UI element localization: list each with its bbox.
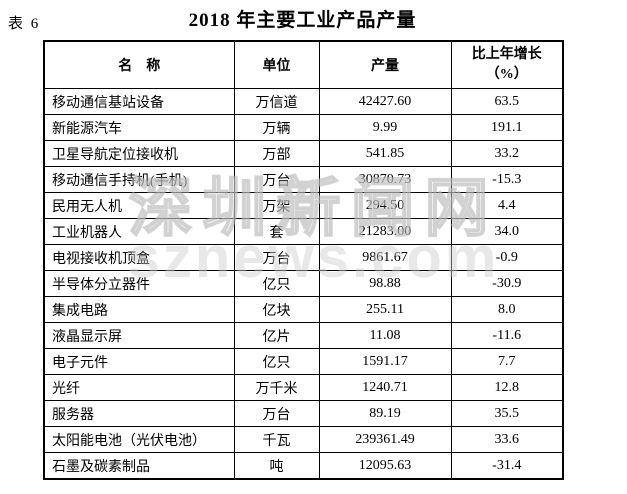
product-name-cell: 移动通信手持机(手机) <box>43 166 235 193</box>
unit-cell: 万辆 <box>233 114 320 141</box>
products-table: 名 称 单位 产量 比上年增长 （%） 移动通信基站设备 万信道 42427.60 6… <box>43 40 564 480</box>
product-name-cell: 民用无人机 <box>43 192 235 219</box>
growth-cell: 33.6 <box>450 426 564 453</box>
product-name-cell: 液晶显示屏 <box>43 322 235 349</box>
output-cell: 294.50 <box>318 192 452 219</box>
output-cell: 42427.60 <box>318 88 452 115</box>
growth-cell: -11.6 <box>450 322 564 349</box>
table-row: 服务器 万台 89.19 35.5 <box>43 400 564 427</box>
page-title: 2018 年主要工业产品产量 <box>188 10 417 31</box>
output-cell: 30870.73 <box>318 166 452 193</box>
growth-cell: -15.3 <box>450 166 564 193</box>
table-label: 表 6 <box>8 16 41 32</box>
growth-cell: 191.1 <box>450 114 564 141</box>
growth-cell: 63.5 <box>450 88 564 115</box>
product-name-cell: 光纤 <box>43 374 235 401</box>
table-row: 液晶显示屏 亿片 11.08 -11.6 <box>43 322 564 349</box>
col-header-output: 产量 <box>318 40 452 89</box>
product-name-cell: 电子元件 <box>43 348 235 375</box>
unit-cell: 万台 <box>233 166 320 193</box>
unit-cell: 万信道 <box>233 88 320 115</box>
growth-cell: -31.4 <box>450 452 564 480</box>
output-cell: 255.11 <box>318 296 452 323</box>
table-row: 民用无人机 万架 294.50 4.4 <box>43 192 564 219</box>
product-name-cell: 石墨及碳素制品 <box>43 452 235 480</box>
product-name-cell: 工业机器人 <box>43 218 235 245</box>
unit-cell: 套 <box>233 218 320 245</box>
table-row: 移动通信手持机(手机) 万台 30870.73 -15.3 <box>43 166 564 193</box>
output-cell: 12095.63 <box>318 452 452 480</box>
product-name-cell: 电视接收机顶盒 <box>43 244 235 271</box>
growth-cell: 35.5 <box>450 400 564 427</box>
table-row: 新能源汽车 万辆 9.99 191.1 <box>43 114 564 141</box>
unit-cell: 千瓦 <box>233 426 320 453</box>
table-row: 工业机器人套 21283.00 34.0 <box>43 218 564 245</box>
output-cell: 21283.00 <box>318 218 452 245</box>
output-cell: 89.19 <box>318 400 452 427</box>
table-row: 电视接收机顶盒 万台 9861.67 -0.9 <box>43 244 564 271</box>
product-name-cell: 移动通信基站设备 <box>43 88 235 115</box>
output-cell: 541.85 <box>318 140 452 167</box>
table-row: 太阳能电池（光伏电池） 千瓦 239361.49 33.6 <box>43 426 564 453</box>
table-header: 名 称 单位 产量 比上年增长 （%） <box>43 40 564 89</box>
unit-cell: 万台 <box>233 400 320 427</box>
product-name-cell: 半导体分立器件 <box>43 270 235 297</box>
output-cell: 98.88 <box>318 270 452 297</box>
product-name-cell: 太阳能电池（光伏电池） <box>43 426 235 453</box>
output-cell: 1591.17 <box>318 348 452 375</box>
product-name-cell: 新能源汽车 <box>43 114 235 141</box>
table-row: 电子元件 亿只 1591.17 7.7 <box>43 348 564 375</box>
table-row: 移动通信基站设备 万信道 42427.60 63.5 <box>43 88 564 115</box>
unit-cell: 万架 <box>233 192 320 219</box>
growth-cell: 4.4 <box>450 192 564 219</box>
growth-cell: -0.9 <box>450 244 564 271</box>
unit-cell: 吨 <box>233 452 320 480</box>
unit-cell: 亿只 <box>233 348 320 375</box>
table-row: 光纤 万千米 1240.71 12.8 <box>43 374 564 401</box>
table-row: 石墨及碳素制品吨 12095.63 -31.4 <box>43 452 564 480</box>
output-cell: 239361.49 <box>318 426 452 453</box>
output-cell: 9861.67 <box>318 244 452 271</box>
growth-cell: 34.0 <box>450 218 564 245</box>
output-cell: 9.99 <box>318 114 452 141</box>
col-header-growth-line1: 比上年增长 <box>471 47 542 62</box>
table-row: 集成电路 亿块 255.11 8.0 <box>43 296 564 323</box>
col-header-unit: 单位 <box>233 40 320 89</box>
col-header-growth-line2: （%） <box>485 67 528 82</box>
unit-cell: 亿只 <box>233 270 320 297</box>
product-name-cell: 集成电路 <box>43 296 235 323</box>
unit-cell: 亿片 <box>233 322 320 349</box>
growth-cell: 33.2 <box>450 140 564 167</box>
table-body: 移动通信基站设备 万信道 42427.60 63.5 新能源汽车 万辆 9.99 191.1 卫… <box>43 88 564 480</box>
unit-cell: 万部 <box>233 140 320 167</box>
unit-cell: 亿块 <box>233 296 320 323</box>
col-header-growth: 比上年增长 （%） <box>450 40 564 89</box>
output-cell: 11.08 <box>318 322 452 349</box>
output-cell: 1240.71 <box>318 374 452 401</box>
product-name-cell: 服务器 <box>43 400 235 427</box>
product-name-cell: 卫星导航定位接收机 <box>43 140 235 167</box>
table-row: 卫星导航定位接收机 万部 541.85 33.2 <box>43 140 564 167</box>
table-row: 半导体分立器件 亿只 98.88 -30.9 <box>43 270 564 297</box>
unit-cell: 万千米 <box>233 374 320 401</box>
unit-cell: 万台 <box>233 244 320 271</box>
growth-cell: 12.8 <box>450 374 564 401</box>
header-row: 名 称 单位 产量 比上年增长 （%） <box>43 40 564 89</box>
growth-cell: 8.0 <box>450 296 564 323</box>
growth-cell: 7.7 <box>450 348 564 375</box>
col-header-name: 名 称 <box>43 40 235 89</box>
growth-cell: -30.9 <box>450 270 564 297</box>
